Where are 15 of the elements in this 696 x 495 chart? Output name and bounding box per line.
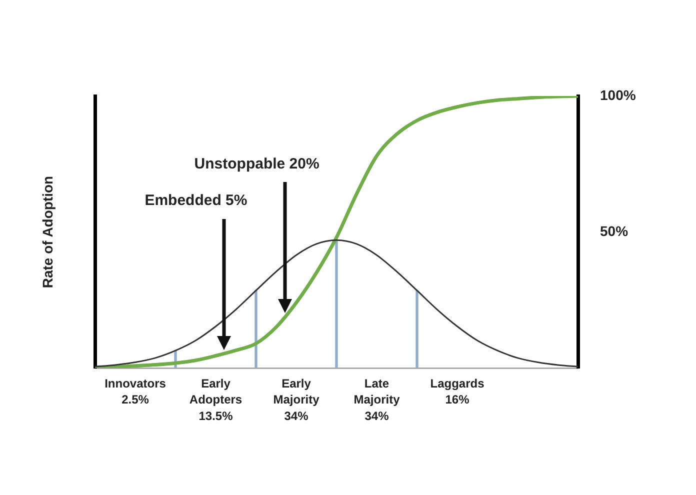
x-tick-label: Laggards 16% — [430, 376, 485, 407]
y-axis-title: Rate of Adoption — [39, 176, 56, 288]
annotation: Unstoppable 20% — [194, 155, 320, 172]
line-series — [93, 96, 580, 368]
y-tick-label: 100% — [600, 86, 636, 103]
y-tick-label: 50% — [600, 222, 629, 239]
bar — [254, 290, 258, 368]
bar — [335, 240, 338, 368]
x-tick-label: Late Majority 34% — [354, 376, 400, 423]
x-tick-label: Innovators 2.5% — [104, 376, 166, 407]
line-series — [94, 239, 579, 368]
x-tick-label: Early Adopters 13.5% — [189, 376, 242, 423]
x-tick-label: Early Majority 34% — [273, 376, 320, 423]
bar — [416, 290, 418, 368]
annotation: Embedded 5% — [144, 192, 248, 210]
